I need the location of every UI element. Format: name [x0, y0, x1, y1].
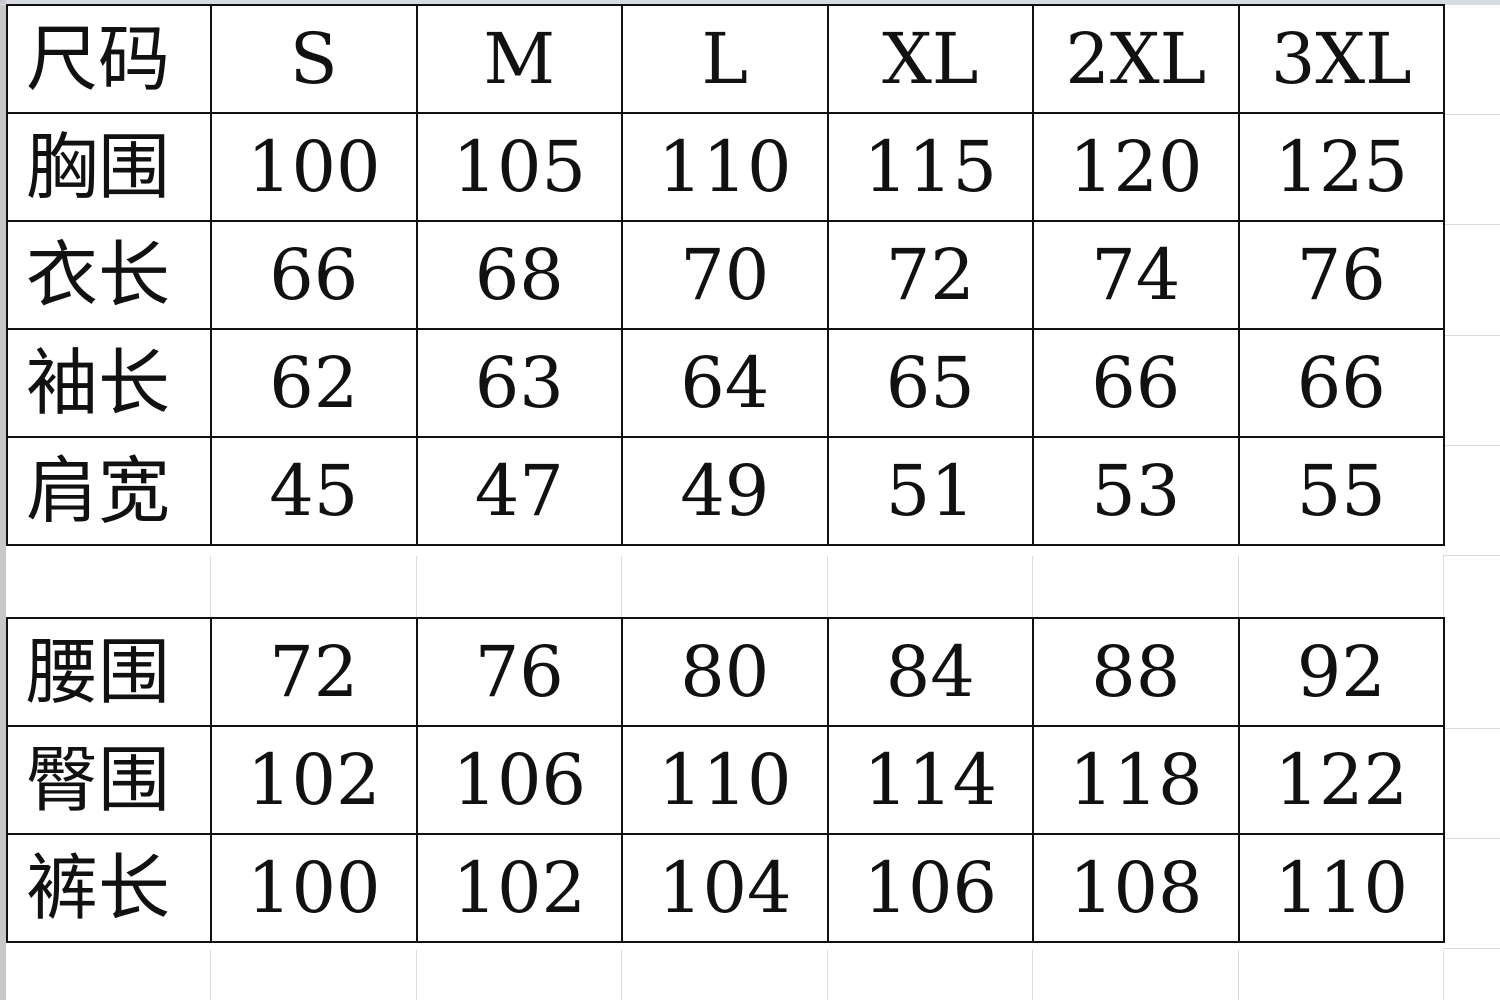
value-cell[interactable]: 88	[1032, 617, 1240, 727]
value-cell[interactable]: 105	[415, 112, 623, 222]
value-cell[interactable]: 115	[826, 112, 1034, 222]
value-cell[interactable]: 110	[621, 725, 829, 835]
value-cell[interactable]: 84	[826, 617, 1034, 727]
row-header-strip	[0, 0, 6, 1000]
value-cell[interactable]: 104	[621, 833, 829, 943]
value-cell[interactable]: 76	[415, 617, 623, 727]
value-cell[interactable]: 114	[826, 725, 1034, 835]
gridline	[621, 950, 622, 1000]
size-header-cell[interactable]: 2XL	[1032, 4, 1240, 114]
size-header-cell[interactable]: M	[415, 4, 623, 114]
value-cell[interactable]: 110	[621, 112, 829, 222]
gridline	[1032, 950, 1033, 1000]
table-row: 袖长 62 63 64 65 66 66	[6, 328, 1445, 438]
table-row: 肩宽 45 47 49 51 53 55	[6, 436, 1445, 546]
size-header-cell[interactable]: L	[621, 4, 829, 114]
gridline	[1443, 838, 1500, 839]
gridline	[210, 556, 211, 617]
value-cell[interactable]: 74	[1032, 220, 1240, 330]
gridline	[1238, 556, 1239, 617]
table-row: 裤长 100 102 104 106 108 110	[6, 833, 1445, 943]
row-label-cell[interactable]: 裤长	[6, 833, 212, 943]
gridline	[1443, 335, 1500, 336]
value-cell[interactable]: 100	[210, 112, 418, 222]
value-cell[interactable]: 64	[621, 328, 829, 438]
value-cell[interactable]: 100	[210, 833, 418, 943]
value-cell[interactable]: 45	[210, 436, 418, 546]
value-cell[interactable]: 65	[826, 328, 1034, 438]
row-label-cell[interactable]: 肩宽	[6, 436, 212, 546]
row-label-cell[interactable]: 腰围	[6, 617, 212, 727]
row-label-cell[interactable]: 臀围	[6, 725, 212, 835]
value-cell[interactable]: 120	[1032, 112, 1240, 222]
gridline	[1238, 950, 1239, 1000]
gridline	[1443, 948, 1500, 949]
value-cell[interactable]: 53	[1032, 436, 1240, 546]
value-cell[interactable]: 92	[1237, 617, 1445, 727]
table-row: 胸围 100 105 110 115 120 125	[6, 112, 1445, 222]
value-cell[interactable]: 102	[210, 725, 418, 835]
gridline	[621, 556, 622, 617]
value-cell[interactable]: 55	[1237, 436, 1445, 546]
value-cell[interactable]: 47	[415, 436, 623, 546]
gridline	[1443, 728, 1500, 729]
row-label-cell[interactable]: 袖长	[6, 328, 212, 438]
table-row: 腰围 72 76 80 84 88 92	[6, 617, 1445, 727]
gridline	[1443, 445, 1500, 446]
size-header-cell[interactable]: S	[210, 4, 418, 114]
value-cell[interactable]: 49	[621, 436, 829, 546]
gridline	[1443, 224, 1500, 225]
value-cell[interactable]: 72	[210, 617, 418, 727]
value-cell[interactable]: 72	[826, 220, 1034, 330]
gridline	[416, 556, 417, 617]
value-cell[interactable]: 70	[621, 220, 829, 330]
value-cell[interactable]: 80	[621, 617, 829, 727]
value-cell[interactable]: 62	[210, 328, 418, 438]
value-cell[interactable]: 106	[826, 833, 1034, 943]
value-cell[interactable]: 66	[1032, 328, 1240, 438]
sheet-top-edge	[0, 0, 1500, 4]
table-row: 衣长 66 68 70 72 74 76	[6, 220, 1445, 330]
header-label-cell[interactable]: 尺码	[6, 4, 212, 114]
value-cell[interactable]: 66	[210, 220, 418, 330]
size-chart-top-table: 尺码 S M L XL 2XL 3XL 胸围 100 105 110 115 120 125 衣长 66 68 7…	[6, 4, 1445, 546]
value-cell[interactable]: 108	[1032, 833, 1240, 943]
gridline	[1443, 114, 1500, 115]
size-header-cell[interactable]: 3XL	[1237, 4, 1445, 114]
value-cell[interactable]: 63	[415, 328, 623, 438]
value-cell[interactable]: 118	[1032, 725, 1240, 835]
value-cell[interactable]: 76	[1237, 220, 1445, 330]
row-label-cell[interactable]: 衣长	[6, 220, 212, 330]
gridline	[210, 950, 211, 1000]
size-chart-bottom-table: 腰围 72 76 80 84 88 92 臀围 102 106 110 114 118 122 裤长 100 1…	[6, 617, 1445, 943]
gridline	[416, 950, 417, 1000]
value-cell[interactable]: 122	[1237, 725, 1445, 835]
gridline	[1443, 556, 1444, 617]
gridline	[827, 950, 828, 1000]
gridline	[1443, 555, 1500, 556]
value-cell[interactable]: 66	[1237, 328, 1445, 438]
row-label-cell[interactable]: 胸围	[6, 112, 212, 222]
header-row: 尺码 S M L XL 2XL 3XL	[6, 4, 1445, 114]
gridline	[1032, 556, 1033, 617]
table-row: 臀围 102 106 110 114 118 122	[6, 725, 1445, 835]
value-cell[interactable]: 106	[415, 725, 623, 835]
gridline	[827, 556, 828, 617]
gridline	[1443, 950, 1444, 1000]
value-cell[interactable]: 68	[415, 220, 623, 330]
value-cell[interactable]: 110	[1237, 833, 1445, 943]
value-cell[interactable]: 51	[826, 436, 1034, 546]
size-header-cell[interactable]: XL	[826, 4, 1034, 114]
value-cell[interactable]: 102	[415, 833, 623, 943]
value-cell[interactable]: 125	[1237, 112, 1445, 222]
